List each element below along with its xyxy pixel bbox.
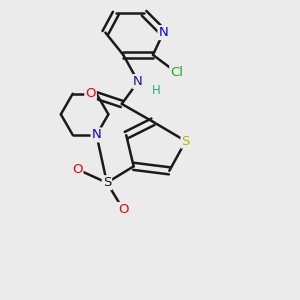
Text: O: O (118, 203, 128, 216)
Text: O: O (72, 163, 83, 176)
Text: N: N (158, 26, 168, 39)
Text: Cl: Cl (170, 66, 183, 79)
Text: O: O (85, 87, 96, 100)
Text: S: S (103, 176, 111, 189)
Text: N: N (92, 128, 101, 141)
Text: S: S (182, 135, 190, 148)
Text: N: N (133, 75, 143, 88)
Text: H: H (152, 84, 160, 97)
